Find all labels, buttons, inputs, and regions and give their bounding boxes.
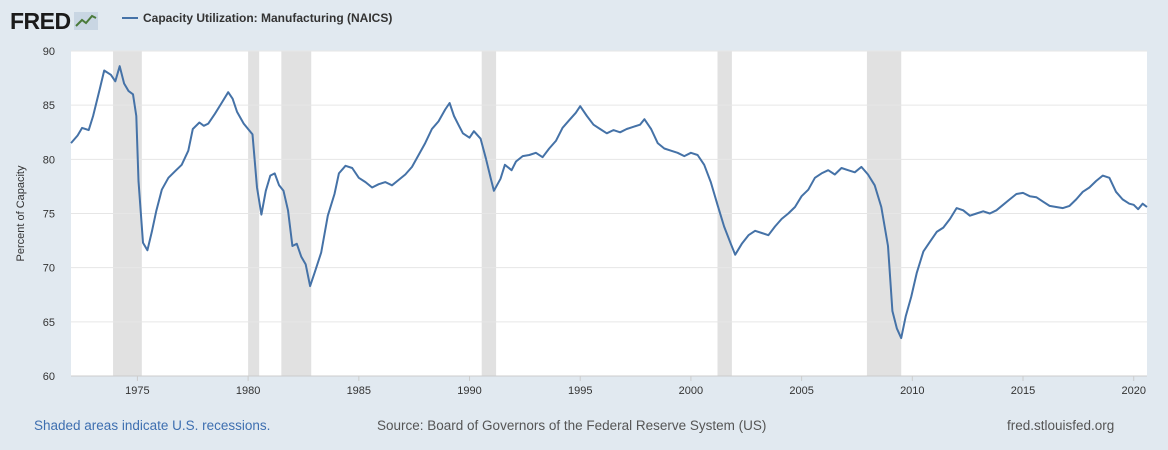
y-tick-label: 75 <box>43 209 55 221</box>
y-tick-label: 85 <box>43 100 55 112</box>
x-tick-label: 2020 <box>1121 385 1145 397</box>
x-tick-label: 1995 <box>568 385 592 397</box>
site-link[interactable]: fred.stlouisfed.org <box>1007 418 1115 433</box>
source-note: Source: Board of Governors of the Federa… <box>377 418 767 433</box>
y-tick-label: 90 <box>43 46 55 58</box>
x-tick-label: 1990 <box>457 385 481 397</box>
x-tick-label: 2005 <box>789 385 813 397</box>
x-tick-label: 1980 <box>236 385 260 397</box>
logo-text: FRED <box>10 7 71 34</box>
y-tick-label: 80 <box>43 154 55 166</box>
x-axis: 1975 1980 1985 1990 1995 2000 2005 2010 2015 2020 <box>71 375 1147 397</box>
y-axis-title: Percent of Capacity <box>15 165 27 261</box>
x-tick-label: 1985 <box>347 385 371 397</box>
y-tick-label: 70 <box>43 263 55 275</box>
fred-logo[interactable]: FRED <box>10 6 98 36</box>
x-tick-label: 2015 <box>1011 385 1035 397</box>
recession-note-link[interactable]: Shaded areas indicate U.S. recessions. <box>34 418 271 433</box>
trend-line-icon <box>73 12 98 30</box>
y-axis: 60 65 70 75 80 85 90 <box>43 46 55 383</box>
x-tick-label: 2010 <box>900 385 924 397</box>
header: FRED Capacity Utilization: Manufacturing… <box>0 0 1168 40</box>
legend-swatch <box>122 17 138 19</box>
y-tick-label: 60 <box>43 371 55 383</box>
series-layer <box>70 65 1148 340</box>
x-tick-label: 1975 <box>125 385 149 397</box>
y-tick-label: 65 <box>43 317 55 329</box>
legend: Capacity Utilization: Manufacturing (NAI… <box>122 11 392 25</box>
legend-label: Capacity Utilization: Manufacturing (NAI… <box>143 11 393 25</box>
x-tick-label: 2000 <box>679 385 703 397</box>
series-line <box>70 65 1148 340</box>
